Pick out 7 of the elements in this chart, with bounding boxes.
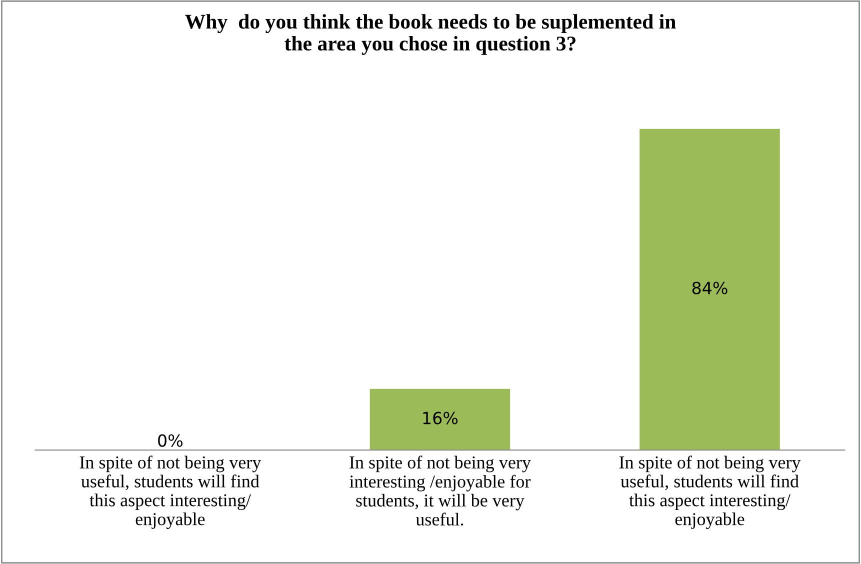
data-label: 0%: [158, 434, 182, 447]
x-tick-label: In spite of not being very interesting /enjoyable for students, it will be very useful.: [350, 456, 531, 526]
data-label: 84%: [692, 282, 728, 294]
x-tick-label: In spite of not being very useful, students will find this aspect interesting/ enjoyable: [80, 456, 262, 529]
x-tick-label: In spite of not being very useful, students will find this aspect interesting/ enjoyable: [619, 456, 801, 529]
data-label: 16%: [423, 412, 458, 424]
chart-title: Why do you think the book needs to be suplemented in the area you chose in question 3?: [185, 14, 676, 55]
